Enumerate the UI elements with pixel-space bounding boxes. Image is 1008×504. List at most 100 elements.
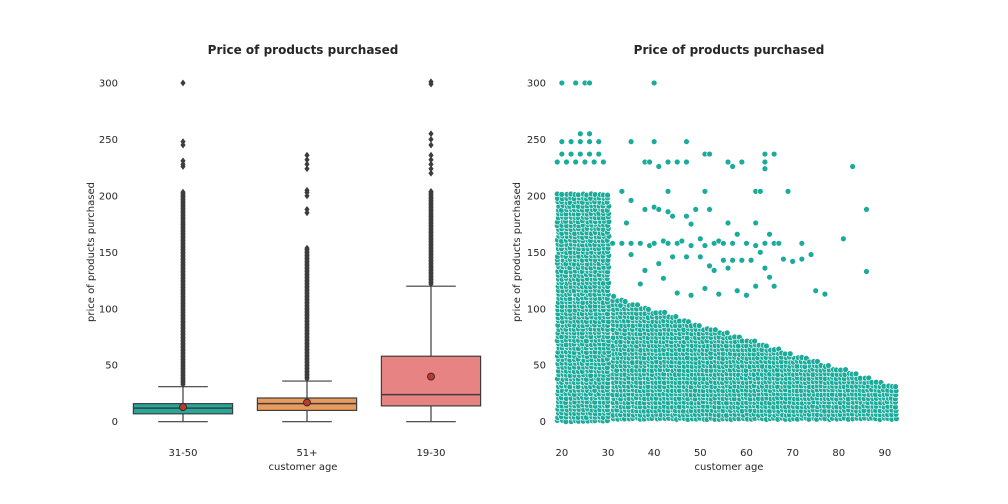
data-point <box>863 206 870 213</box>
data-point <box>664 208 672 215</box>
data-point <box>701 188 709 195</box>
data-point <box>892 383 899 390</box>
data-point <box>669 212 676 220</box>
data-point <box>683 138 690 145</box>
data-point <box>646 158 653 166</box>
data-point <box>706 262 713 270</box>
data-point <box>645 306 652 313</box>
data-point <box>784 188 792 195</box>
data-point <box>627 240 635 247</box>
outlier <box>180 79 186 87</box>
data-point <box>697 235 704 242</box>
x-tick-label: 60 <box>740 448 753 459</box>
data-point <box>595 138 602 145</box>
data-point <box>618 240 626 247</box>
scatter-x-ticks: 20 30 40 50 60 70 80 90 <box>555 448 891 459</box>
data-point <box>563 158 570 166</box>
iqr-box <box>380 355 482 407</box>
data-point <box>724 219 732 227</box>
data-point <box>595 150 602 158</box>
mean-marker <box>303 398 311 407</box>
box-19-30 <box>380 78 482 423</box>
data-point <box>604 191 611 199</box>
data-point <box>812 287 819 294</box>
data-point <box>738 158 746 166</box>
data-point <box>757 188 764 195</box>
data-point <box>701 285 709 292</box>
data-point <box>687 292 695 299</box>
data-point <box>558 79 566 87</box>
boxplot-x-ticks: 31-50 51+ 19-30 <box>168 448 445 459</box>
data-point <box>577 150 584 158</box>
data-point <box>780 255 787 263</box>
data-point <box>664 158 672 166</box>
data-point <box>567 138 575 145</box>
data-point <box>814 358 821 365</box>
data-point <box>766 273 773 281</box>
box-51+ <box>256 151 358 423</box>
data-point <box>743 292 750 299</box>
x-tick-label: 90 <box>879 448 892 459</box>
scatter-y-axis-label: price of products purchased <box>512 182 523 322</box>
data-point <box>661 309 668 316</box>
data-point <box>766 231 773 238</box>
data-point <box>586 150 593 158</box>
data-point <box>554 158 561 166</box>
data-point <box>789 258 796 265</box>
data-point <box>687 242 695 249</box>
data-point <box>627 197 635 204</box>
data-point <box>706 150 713 158</box>
data-point <box>798 240 806 247</box>
data-point <box>586 130 593 137</box>
data-point <box>720 257 727 264</box>
outlier <box>428 78 434 86</box>
data-point <box>770 150 778 158</box>
data-point <box>712 326 719 333</box>
data-point <box>697 253 704 261</box>
x-tick-label: 20 <box>555 448 568 459</box>
data-point <box>687 220 695 228</box>
data-point <box>609 240 616 247</box>
data-point <box>751 337 758 345</box>
data-point <box>577 130 584 137</box>
box-31-50 <box>132 79 234 423</box>
scatter-points <box>554 79 900 425</box>
data-point <box>674 289 681 297</box>
outlier <box>304 165 310 173</box>
data-point <box>747 257 755 264</box>
outlier <box>180 138 186 146</box>
data-point <box>761 150 769 158</box>
data-point <box>695 322 703 329</box>
data-point <box>752 283 759 290</box>
data-point <box>637 280 644 288</box>
outlier <box>428 141 434 149</box>
data-point <box>634 301 641 309</box>
data-point <box>729 163 736 170</box>
data-point <box>655 163 662 170</box>
x-tick-label: 31-50 <box>168 448 197 459</box>
mean-marker <box>427 372 435 381</box>
data-point <box>664 188 672 195</box>
data-point <box>621 298 629 305</box>
outlier <box>428 160 434 168</box>
mean-marker <box>179 403 187 411</box>
data-point <box>770 283 778 290</box>
data-point <box>863 268 870 275</box>
boxplot-x-axis-label: customer age <box>269 462 338 473</box>
data-point <box>734 287 741 294</box>
data-point <box>724 264 732 272</box>
data-point <box>852 370 860 378</box>
data-point <box>787 350 794 357</box>
data-point <box>641 267 649 274</box>
y-tick-label: 50 <box>105 361 118 372</box>
y-tick-label: 250 <box>527 135 546 146</box>
data-point <box>650 138 658 145</box>
data-point <box>807 251 815 258</box>
y-tick-label: 300 <box>527 78 546 89</box>
data-point <box>674 158 681 166</box>
data-point <box>763 342 770 350</box>
data-point <box>723 329 731 337</box>
data-point <box>715 290 722 298</box>
data-point <box>600 158 607 166</box>
data-point <box>672 313 680 320</box>
